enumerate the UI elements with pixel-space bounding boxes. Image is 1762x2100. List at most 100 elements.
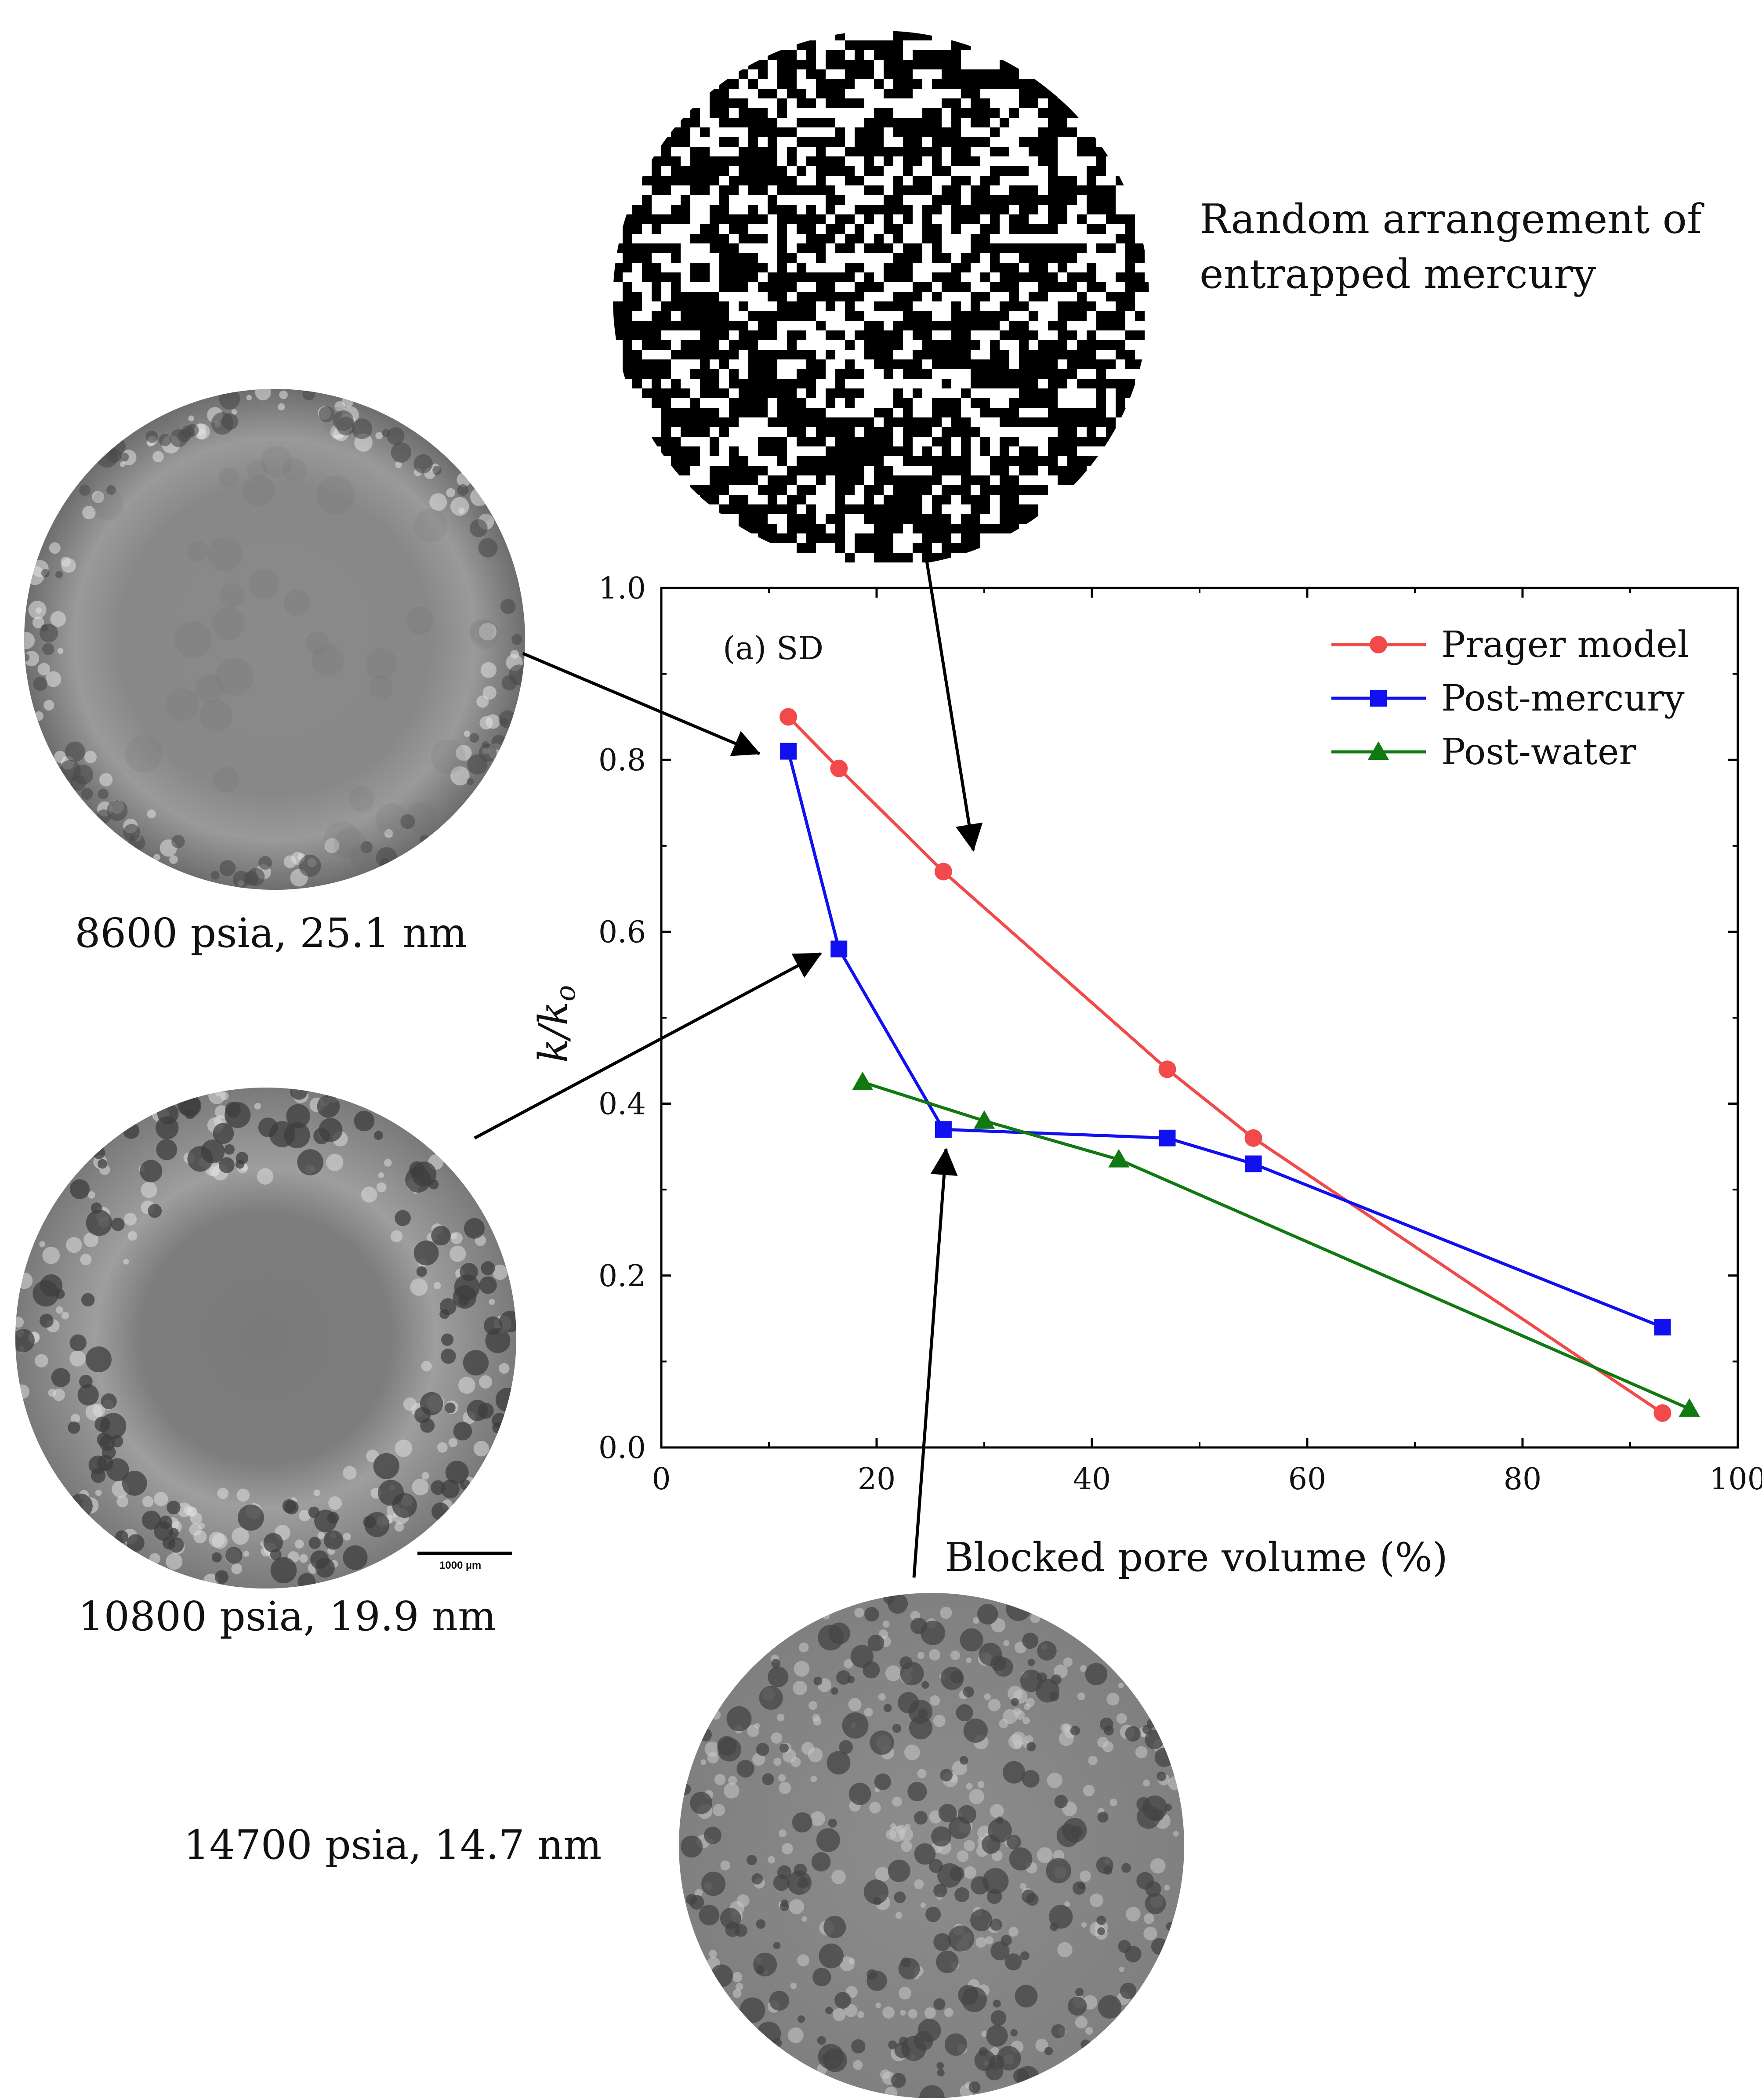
- mercury-pixel: [990, 195, 1009, 205]
- mercury-pixel: [942, 553, 951, 562]
- mercury-pixel: [1106, 311, 1125, 321]
- pore-blob: [695, 1889, 703, 1897]
- pore-blob: [972, 1617, 979, 1624]
- pore-blob: [193, 1530, 207, 1544]
- mercury-pixel: [777, 166, 787, 176]
- mercury-pixel: [971, 214, 980, 224]
- pore-blob: [479, 1276, 497, 1294]
- mercury-pixel: [768, 504, 777, 514]
- pore-blob: [1010, 2029, 1018, 2037]
- pore-blob: [111, 1435, 123, 1447]
- pore-blob: [247, 460, 268, 481]
- pore-blob: [735, 1983, 743, 1991]
- mercury-pixel: [642, 195, 652, 205]
- pore-blob: [1142, 1795, 1167, 1821]
- mercury-pixel: [1048, 214, 1058, 224]
- mercury-pixel: [758, 156, 777, 166]
- mercury-pixel: [1048, 388, 1058, 398]
- mercury-pixel: [797, 427, 806, 437]
- mercury-pixel: [903, 504, 922, 514]
- mercury-pixel: [990, 379, 1009, 388]
- y-tick-label: 0.2: [598, 1259, 646, 1294]
- mercury-pixel: [642, 176, 661, 185]
- mercury-pixel: [845, 98, 864, 108]
- mercury-pixel: [652, 330, 661, 340]
- mercury-pixel: [903, 311, 922, 321]
- mercury-pixel: [1048, 456, 1058, 466]
- pore-blob: [1068, 1996, 1087, 2016]
- pore-blob: [149, 1553, 161, 1564]
- mercury-pixel: [710, 292, 719, 301]
- mercury-pixel: [1106, 379, 1116, 388]
- mercury-pixel: [1125, 359, 1135, 369]
- mercury-pixel: [642, 340, 652, 350]
- mercury-pixel: [758, 89, 777, 98]
- mercury-pixel: [1096, 398, 1106, 408]
- mercury-pixel: [990, 253, 1000, 263]
- pore-blob: [441, 1333, 454, 1346]
- mercury-pixel: [1077, 243, 1087, 253]
- mercury-pixel: [671, 446, 681, 456]
- mercury-pixel: [951, 127, 961, 137]
- mercury-pixel: [1048, 446, 1058, 456]
- pore-blob: [698, 1728, 712, 1741]
- mercury-pixel: [1000, 60, 1019, 69]
- mercury-pixel: [758, 533, 768, 543]
- axis-ticks: 0 20 40 60 80 1000.00.20.40.60.81.0: [598, 571, 1762, 1497]
- pore-blob: [420, 1392, 443, 1415]
- pore-blob: [773, 1874, 790, 1891]
- mercury-pixel: [932, 495, 951, 504]
- mercury-pixel: [777, 263, 787, 272]
- mercury-pixel: [1116, 176, 1125, 185]
- mercury-pixel: [874, 301, 884, 311]
- pore-blob: [35, 607, 42, 614]
- pore-blob: [813, 1717, 822, 1726]
- mercury-pixel: [951, 98, 961, 108]
- mercury-pixel: [1058, 417, 1067, 427]
- x-tick-label: 40: [1073, 1462, 1111, 1497]
- mercury-pixel: [739, 147, 748, 156]
- mercury-pixel: [1077, 379, 1096, 388]
- mercury-pixel: [777, 398, 787, 408]
- pore-blob: [797, 1954, 809, 1966]
- mercury-pixel: [777, 205, 787, 214]
- mercury-pixel: [845, 301, 855, 311]
- mercury-pixel: [690, 427, 700, 437]
- pore-blob: [207, 537, 243, 572]
- pore-blob: [1157, 1771, 1167, 1781]
- pore-blob: [498, 710, 517, 729]
- mercury-pixel: [826, 466, 835, 475]
- pore-blob: [283, 855, 297, 868]
- mercury-pixel: [932, 243, 942, 253]
- mercury-pixel: [739, 118, 748, 127]
- mercury-pixel: [1048, 147, 1058, 156]
- mercury-pixel: [961, 205, 971, 214]
- mercury-pixel: [739, 398, 748, 408]
- mercury-pixel: [903, 89, 913, 98]
- mercury-pixel: [652, 321, 661, 330]
- mercury-pixel: [893, 176, 903, 185]
- mercury-pixel: [1077, 311, 1087, 321]
- mercury-pixel: [903, 214, 913, 224]
- pore-blob: [199, 699, 232, 732]
- mercury-pixel: [903, 118, 913, 127]
- mercury-pixel: [990, 263, 1000, 272]
- mercury-pixel: [797, 214, 806, 224]
- pore-blob: [254, 1103, 261, 1110]
- pore-blob: [844, 1659, 853, 1668]
- pore-blob: [97, 809, 111, 824]
- mercury-pixel: [980, 69, 990, 79]
- pore-blob: [42, 643, 54, 655]
- pore-blob: [166, 1553, 183, 1570]
- pore-blob: [458, 1377, 475, 1394]
- pore-blob: [464, 1218, 485, 1239]
- pore-blob: [283, 590, 310, 616]
- mercury-pixel: [768, 311, 777, 321]
- pore-blob: [174, 620, 212, 658]
- mercury-pixel: [1019, 214, 1029, 224]
- mercury-pixel: [845, 485, 855, 495]
- mercury-pixel: [719, 301, 729, 311]
- pore-blob: [1125, 1726, 1141, 1742]
- mercury-pixel: [845, 311, 864, 321]
- mercury-pixel: [922, 543, 932, 553]
